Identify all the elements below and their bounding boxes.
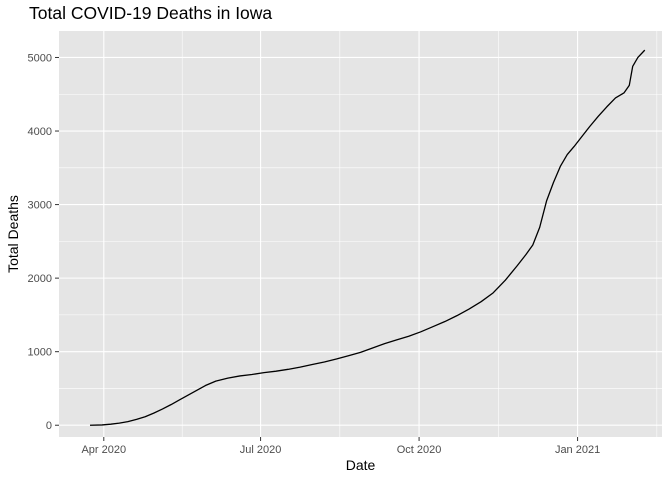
x-tick-label: Jul 2020: [240, 444, 282, 456]
y-tick-label: 0: [46, 420, 52, 432]
x-axis-title: Date: [346, 457, 376, 473]
x-tick-label: Jan 2021: [555, 444, 600, 456]
x-tick-label: Oct 2020: [397, 444, 442, 456]
y-tick-label: 5000: [28, 52, 52, 64]
chart-title: Total COVID-19 Deaths in Iowa: [29, 3, 273, 23]
series-line-total-deaths: [89, 49, 646, 426]
y-tick-label: 4000: [28, 126, 52, 138]
x-tick-label: Apr 2020: [81, 444, 126, 456]
plot-panel: [59, 31, 662, 437]
x-axis: Apr 2020 Jul 2020 Oct 2020 Jan 2021: [81, 437, 600, 456]
y-axis-title: Total Deaths: [5, 195, 21, 273]
grid-minor: [59, 31, 662, 437]
grid-major: [59, 31, 662, 437]
y-axis: 0 1000 2000 3000 4000 5000: [28, 52, 59, 432]
y-tick-label: 3000: [28, 200, 52, 212]
y-tick-label: 1000: [28, 347, 52, 359]
y-tick-label: 2000: [28, 273, 52, 285]
